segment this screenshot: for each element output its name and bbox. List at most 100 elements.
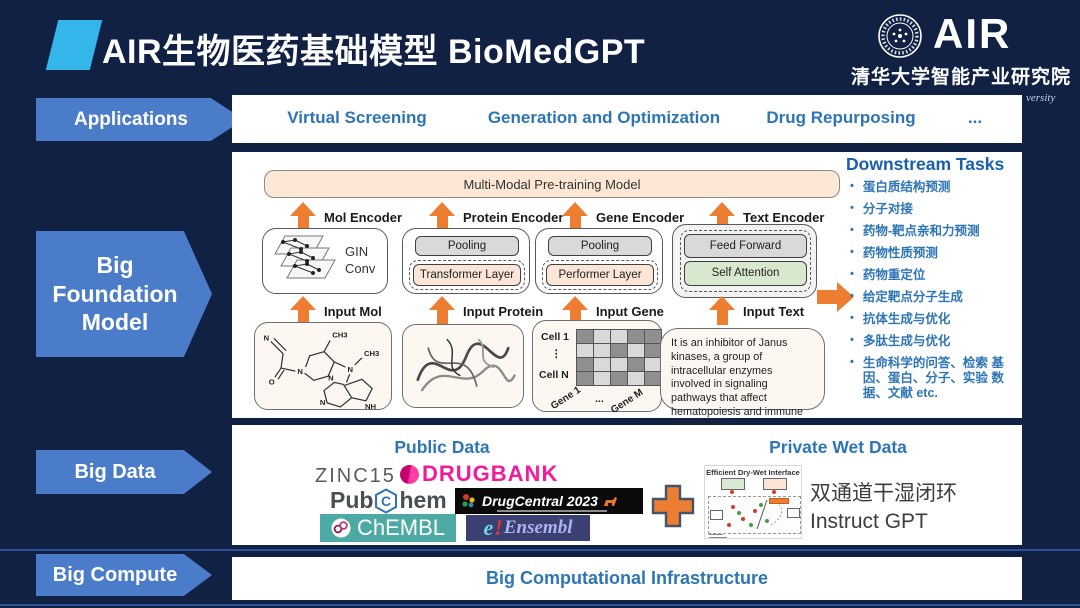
downstream-task: 抗体生成与优化 — [848, 312, 1020, 327]
downstream-task: 给定靶点分子生成 — [848, 290, 1020, 305]
gene-row-label: Cell 1 — [541, 331, 570, 343]
gin-graph-icon — [274, 235, 336, 279]
self-attention-block: Self Attention — [684, 261, 807, 286]
input-text-box: It is an inhibitor of Janus kinases, a g… — [660, 328, 825, 432]
performer-layer-block: Performer Layer — [546, 264, 654, 286]
up-arrow-icon — [562, 202, 588, 232]
svg-text:NH: NH — [365, 402, 377, 409]
pubchem-hexagon-icon: C — [375, 487, 398, 514]
molecule-structure: N O N CH3 N CH3 N N NH — [264, 330, 380, 411]
public-data-heading: Public Data — [394, 437, 490, 457]
foundation-panel: Multi-Modal Pre-training Model Mol Encod… — [232, 152, 1022, 432]
input-mol-box: N O N CH3 N CH3 N N NH — [254, 322, 392, 411]
svg-text:CH3: CH3 — [332, 330, 347, 339]
up-arrow-icon — [709, 202, 735, 232]
input-protein-box — [402, 324, 524, 408]
svg-text:N: N — [297, 367, 303, 376]
up-arrow-icon — [429, 296, 455, 326]
downstream-task: 多肽生成与优化 — [848, 334, 1020, 349]
svg-text:N: N — [328, 373, 334, 382]
input-gene-box: Cell 1 ⋮ Cell N Gene 1 ... Gene M — [532, 320, 662, 416]
decoder-microbox — [787, 508, 800, 518]
private-wet-data-heading: Private Wet Data — [769, 437, 907, 457]
downstream-tasks-heading: Downstream Tasks — [846, 154, 1005, 174]
downstream-task: 生命科学的问答、检索 基因、蛋白、分子、实验 数据、文献 etc. — [848, 356, 1020, 401]
org-name: 清华大学智能产业研究院 — [851, 67, 1072, 88]
gene-col-label: ... — [595, 393, 604, 405]
up-arrow-icon — [562, 296, 588, 326]
zinc15-logo: ZINC15 — [315, 465, 396, 487]
latent-space-box — [708, 496, 801, 534]
up-arrow-icon — [290, 296, 316, 326]
encoder-label: Mol Encoder — [324, 210, 403, 225]
gene-expression-matrix — [576, 329, 662, 386]
svg-text:N: N — [264, 333, 270, 342]
row-label-applications: Applications — [36, 98, 244, 141]
pooling-block: Pooling — [415, 236, 519, 256]
gene-encoder-box: Pooling Performer Layer — [535, 228, 663, 294]
gene-col-label: Gene M — [609, 387, 646, 416]
drugcentral-dots-icon — [462, 494, 475, 508]
big-compute-panel: Big Computational Infrastructure — [232, 557, 1022, 600]
input-label: Input Text — [743, 304, 805, 319]
drugcentral-dog-icon — [603, 496, 617, 506]
gene-row-label: Cell N — [539, 369, 569, 381]
slide-title: AIR生物医药基础模型 BioMedGPT — [102, 33, 646, 71]
dry-wet-title: Efficient Dry-Wet Interface — [706, 468, 800, 477]
downstream-task: 药物-靶点亲和力预测 — [848, 224, 1020, 239]
svg-text:N: N — [320, 398, 326, 407]
protein-encoder-box: Pooling Transformer Layer — [402, 228, 530, 294]
plus-icon — [651, 484, 695, 528]
divider-line — [0, 549, 1080, 551]
application-item: Virtual Screening — [287, 108, 427, 127]
legend-bar — [769, 498, 789, 504]
mol-encoder-box: GIN Conv — [262, 228, 388, 294]
dry-wet-interface-diagram: Efficient Dry-Wet Interface — [704, 465, 802, 539]
tsinghua-seal-icon — [878, 14, 922, 58]
downstream-tasks-list: 蛋白质结构预测 分子对接 药物-靶点亲和力预测 药物性质预测 药物重定位 给定靶… — [848, 180, 1020, 408]
up-arrow-icon — [429, 202, 455, 232]
title-accent-shape — [45, 20, 103, 70]
application-item: ... — [967, 108, 983, 127]
application-item: Drug Repurposing — [766, 108, 916, 127]
compute-infrastructure-text: Big Computational Infrastructure — [485, 568, 768, 588]
application-item: Generation and Optimization — [487, 108, 721, 127]
input-label: Input Protein — [463, 304, 544, 319]
feed-forward-block: Feed Forward — [684, 234, 807, 259]
wet-lab-icon — [763, 478, 787, 490]
air-logo: AIR — [933, 10, 1012, 57]
dry-lab-icon — [721, 478, 745, 490]
svg-text:CH3: CH3 — [364, 349, 379, 358]
drugcentral-logo: DrugCentral 2023 — [455, 488, 643, 514]
svg-text:N: N — [348, 365, 354, 374]
drugcentral-subtext — [497, 510, 607, 512]
transformer-layer-block: Transformer Layer — [413, 264, 521, 286]
protein-structure — [416, 338, 516, 392]
row-label-big-foundation-model: Big Foundation Model — [36, 231, 212, 357]
input-label: Input Gene — [596, 304, 664, 319]
pubchem-logo: Pub C hem — [330, 487, 447, 514]
row-label-big-compute: Big Compute — [36, 554, 212, 596]
downstream-task: 药物性质预测 — [848, 246, 1020, 261]
encoder-label: Gene Encoder — [596, 210, 685, 225]
instruct-gpt-text: Instruct GPT — [810, 510, 928, 534]
text-encoder-box: Feed Forward Self Attention — [672, 224, 817, 298]
input-label: Input Mol — [324, 304, 382, 319]
encoder-label: Protein Encoder — [463, 210, 564, 225]
downstream-task: 蛋白质结构预测 — [848, 180, 1020, 195]
gene-row-label: ⋮ — [551, 348, 562, 360]
chembl-icon — [331, 518, 351, 538]
svg-text:O: O — [269, 377, 275, 386]
row-label-big-data: Big Data — [36, 450, 212, 494]
svg-text:C: C — [381, 493, 391, 509]
big-data-panel: Public Data ZINC15 DRUGBANK Pub C hem Dr… — [232, 425, 1022, 545]
drugbank-icon — [400, 464, 419, 484]
encoder-microbox — [710, 510, 723, 520]
up-arrow-icon — [290, 202, 316, 232]
applications-panel: Virtual Screening Generation and Optimiz… — [232, 95, 1022, 143]
pretrain-model-bar: Multi-Modal Pre-training Model — [264, 170, 840, 198]
divider-line — [0, 604, 1080, 606]
downstream-task: 药物重定位 — [848, 268, 1020, 283]
encoder-label: Text Encoder — [743, 210, 825, 225]
